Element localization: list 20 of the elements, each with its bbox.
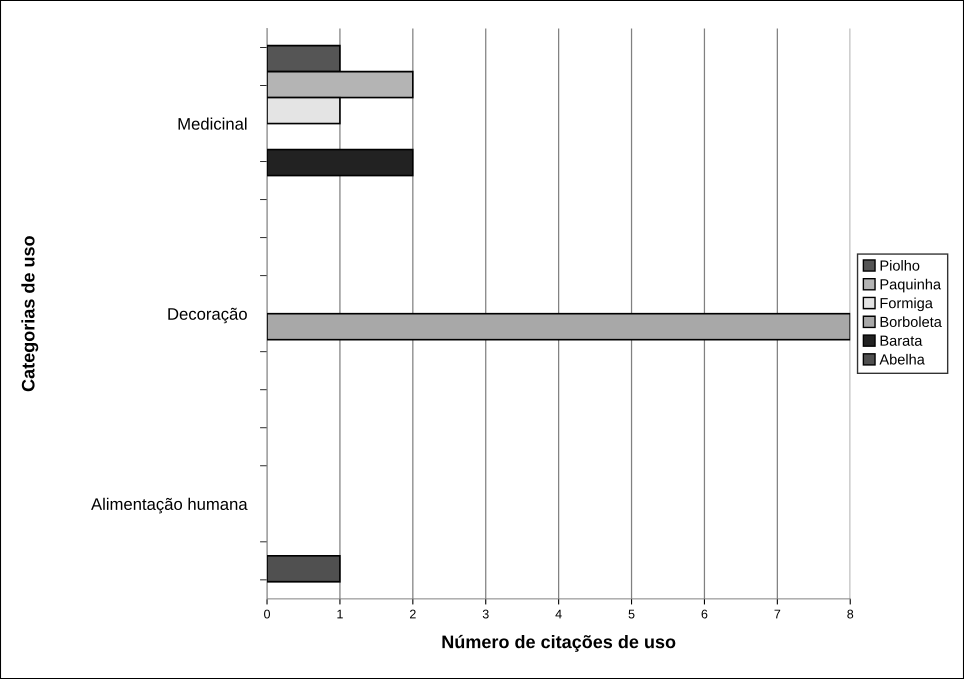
legend-label: Paquinha [880, 278, 942, 292]
y-tick-label: Alimentação humana [91, 498, 248, 514]
legend-label: Abelha [879, 354, 925, 365]
x-tick-label: 3 [482, 610, 489, 618]
y-tick-label: Medicinal [178, 118, 246, 130]
legend-label: Barata [880, 336, 922, 346]
x-tick-label: 2 [410, 610, 416, 618]
legend-label: Piolho [880, 260, 920, 271]
y-axis-title: Categorias de uso [21, 236, 38, 392]
x-tick-label: 6 [702, 610, 708, 618]
x-tick-label: 5 [628, 610, 634, 618]
y-tick-label: Decoração [168, 308, 247, 324]
x-tick-label: 7 [774, 610, 780, 618]
x-tick-label: 4 [555, 610, 562, 618]
legend-label: Formiga [880, 298, 933, 312]
legend-label: Borboleta [880, 316, 942, 328]
x-tick-label: 8 [847, 610, 854, 618]
x-axis-title: Número de citações de uso [442, 634, 676, 652]
x-tick-label: 1 [337, 610, 343, 618]
x-tick-label: 0 [264, 610, 270, 618]
